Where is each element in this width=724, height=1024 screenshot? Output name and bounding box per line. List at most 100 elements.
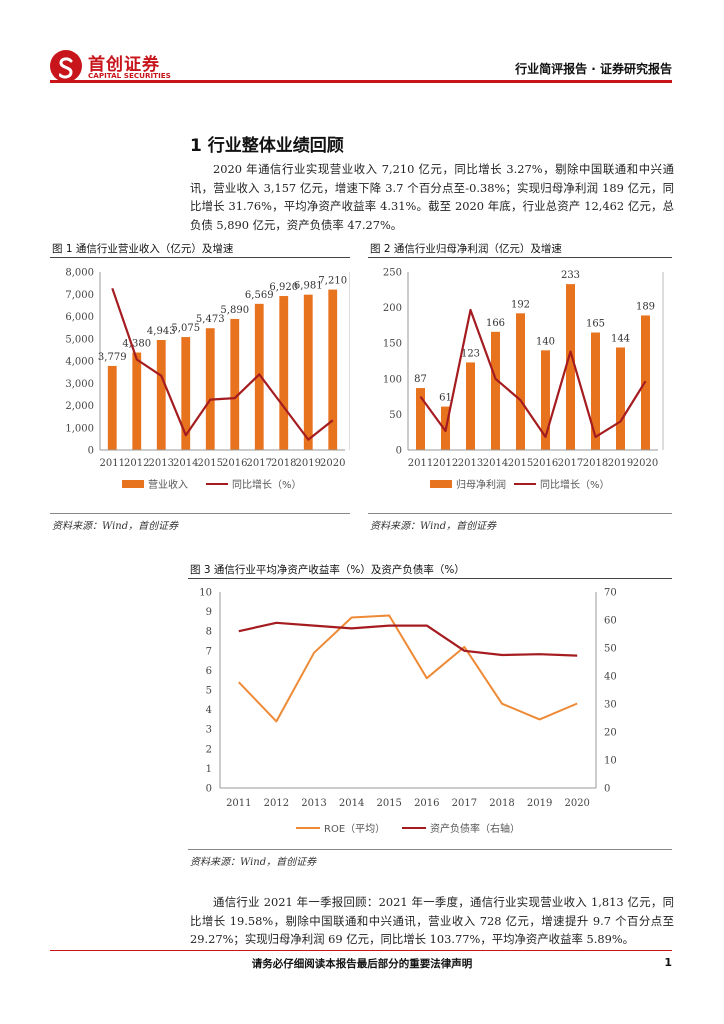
figure-1-caption-rule — [50, 257, 350, 258]
figure-2-source: 资料来源：Wind，首创证券 — [370, 521, 497, 532]
bar — [491, 331, 500, 450]
x-tick-label: 2011 — [100, 458, 125, 469]
y2-tick-label: 10 — [604, 756, 617, 767]
bar-data-label: 5,473 — [196, 314, 225, 325]
figure-1-source-rule — [50, 513, 350, 514]
y-tick-label: 5,000 — [65, 334, 94, 345]
x-tick-label: 2016 — [222, 458, 247, 469]
legend-label-line: 同比增长（%） — [232, 478, 302, 491]
figure-1-chart: 0 1,000 2,000 3,000 4,000 5,000 6,000 7,000 8,00… — [65, 268, 350, 491]
bar — [279, 296, 289, 450]
bar-data-label: 166 — [486, 318, 505, 329]
logo-text-cn: 首创证券 — [88, 55, 160, 75]
x-tick-label: 2020 — [633, 458, 658, 469]
y-tick-label: 4,000 — [65, 357, 94, 368]
bar-data-label: 5,890 — [220, 305, 249, 316]
x-tick-label: 2014 — [483, 458, 508, 469]
x-tick-label: 2015 — [508, 458, 533, 469]
y-tick-label: 5 — [206, 686, 212, 697]
bar — [230, 318, 240, 450]
y2-tick-label: 40 — [604, 672, 617, 683]
debt-ratio-line — [238, 621, 578, 657]
bar-data-label: 87 — [414, 374, 427, 385]
x-tick-label: 2013 — [301, 798, 326, 809]
y-tick-label: 100 — [383, 374, 402, 385]
y-tick-label: 50 — [389, 410, 402, 421]
x-tick-label: 2020 — [564, 798, 589, 809]
bar-data-label: 165 — [586, 319, 605, 330]
bar — [254, 303, 264, 450]
legend-label-line: 同比增长（%） — [540, 478, 610, 491]
y2-tick-label: 50 — [604, 644, 617, 655]
legal-disclaimer: 请务必仔细阅读本报告最后部分的重要法律声明 — [251, 958, 473, 970]
y-tick-label: 3,000 — [65, 379, 94, 390]
figure-3-source: 资料来源：Wind，首创证券 — [190, 857, 317, 868]
y-tick-label: 1 — [206, 764, 212, 775]
bar-data-label: 6,920 — [269, 282, 298, 293]
y-tick-label: 6,000 — [65, 312, 94, 323]
y-tick-label: 200 — [383, 303, 402, 314]
x-tick-label: 2020 — [320, 458, 345, 469]
x-tick-label: 2018 — [489, 798, 514, 809]
legend-swatch-bar — [430, 480, 452, 488]
x-tick-label: 2012 — [433, 458, 458, 469]
bar — [205, 328, 215, 450]
bar — [132, 352, 142, 450]
bar — [616, 347, 625, 450]
bar-data-label: 144 — [611, 333, 630, 344]
logo-text-en: CAPITAL SECURITIES — [88, 71, 171, 80]
y-tick-label: 150 — [383, 339, 402, 350]
bar-data-label: 7,210 — [318, 276, 347, 287]
legend-label-bar: 归母净利润 — [456, 478, 506, 491]
bar-data-label: 61 — [439, 393, 452, 404]
figure-1-source: 资料来源：Wind，首创证券 — [52, 521, 179, 532]
x-tick-label: 2018 — [583, 458, 608, 469]
figure-3-source-rule — [188, 849, 672, 850]
logo-s-icon — [59, 57, 73, 79]
y-tick-label: 250 — [383, 268, 402, 279]
legend-label-bar: 营业收入 — [148, 478, 188, 491]
bar-data-label: 4,943 — [147, 326, 176, 337]
bar — [328, 289, 338, 450]
figure-2-caption: 图 2 通信行业归母净利润（亿元）及增速 — [370, 243, 562, 255]
figure-2-chart: 0 50 100 150 200 250 87 61 123 166 192 140 233 165 144… — [383, 268, 664, 491]
x-tick-label: 2019 — [296, 458, 321, 469]
report-type: 行业简评报告 · 证券研究报告 — [515, 62, 672, 76]
figure-2-caption-rule — [368, 257, 672, 258]
company-logo: 首创证券 CAPITAL SECURITIES — [50, 48, 180, 84]
x-tick-label: 2017 — [558, 458, 583, 469]
x-tick-label: 2016 — [414, 798, 439, 809]
y-tick-label: 2 — [206, 744, 212, 755]
growth-line — [419, 308, 647, 438]
bar — [566, 284, 575, 450]
bar — [156, 340, 166, 450]
x-tick-label: 2018 — [271, 458, 296, 469]
x-tick-label: 2019 — [527, 798, 552, 809]
x-tick-label: 2012 — [264, 798, 289, 809]
x-tick-label: 2012 — [124, 458, 149, 469]
y2-tick-label: 60 — [604, 616, 617, 627]
x-tick-label: 2013 — [149, 458, 174, 469]
growth-line — [111, 287, 334, 441]
x-tick-label: 2011 — [408, 458, 433, 469]
y-tick-label: 10 — [199, 588, 212, 599]
bar — [303, 294, 313, 450]
figure-1-caption: 图 1 通信行业营业收入（亿元）及增速 — [52, 243, 234, 255]
bar-data-label: 123 — [461, 348, 480, 359]
bar — [516, 313, 525, 450]
y-tick-label: 7,000 — [65, 290, 94, 301]
y2-tick-label: 30 — [604, 700, 617, 711]
bar-data-label: 6,981 — [294, 281, 323, 292]
y-tick-label: 7 — [206, 646, 212, 657]
y-tick-label: 0 — [88, 446, 94, 457]
figure-3-chart: 0 1 2 3 4 5 6 7 8 9 10 0 10 20 30 40 50 60 70 2011 2012 2013 2… — [199, 588, 617, 836]
bar — [541, 350, 550, 450]
x-tick-label: 2011 — [226, 798, 251, 809]
bar-data-label: 233 — [561, 270, 580, 281]
bar — [466, 362, 475, 450]
page-header: 首创证券 CAPITAL SECURITIES 行业简评报告 · 证券研究报告 — [0, 0, 724, 90]
x-tick-label: 2014 — [339, 798, 364, 809]
bar-data-label: 6,569 — [245, 290, 274, 301]
y-tick-label: 0 — [206, 784, 212, 795]
figure-3-caption: 图 3 通信行业平均净资产收益率（%）及资产负债率（%） — [190, 564, 465, 576]
